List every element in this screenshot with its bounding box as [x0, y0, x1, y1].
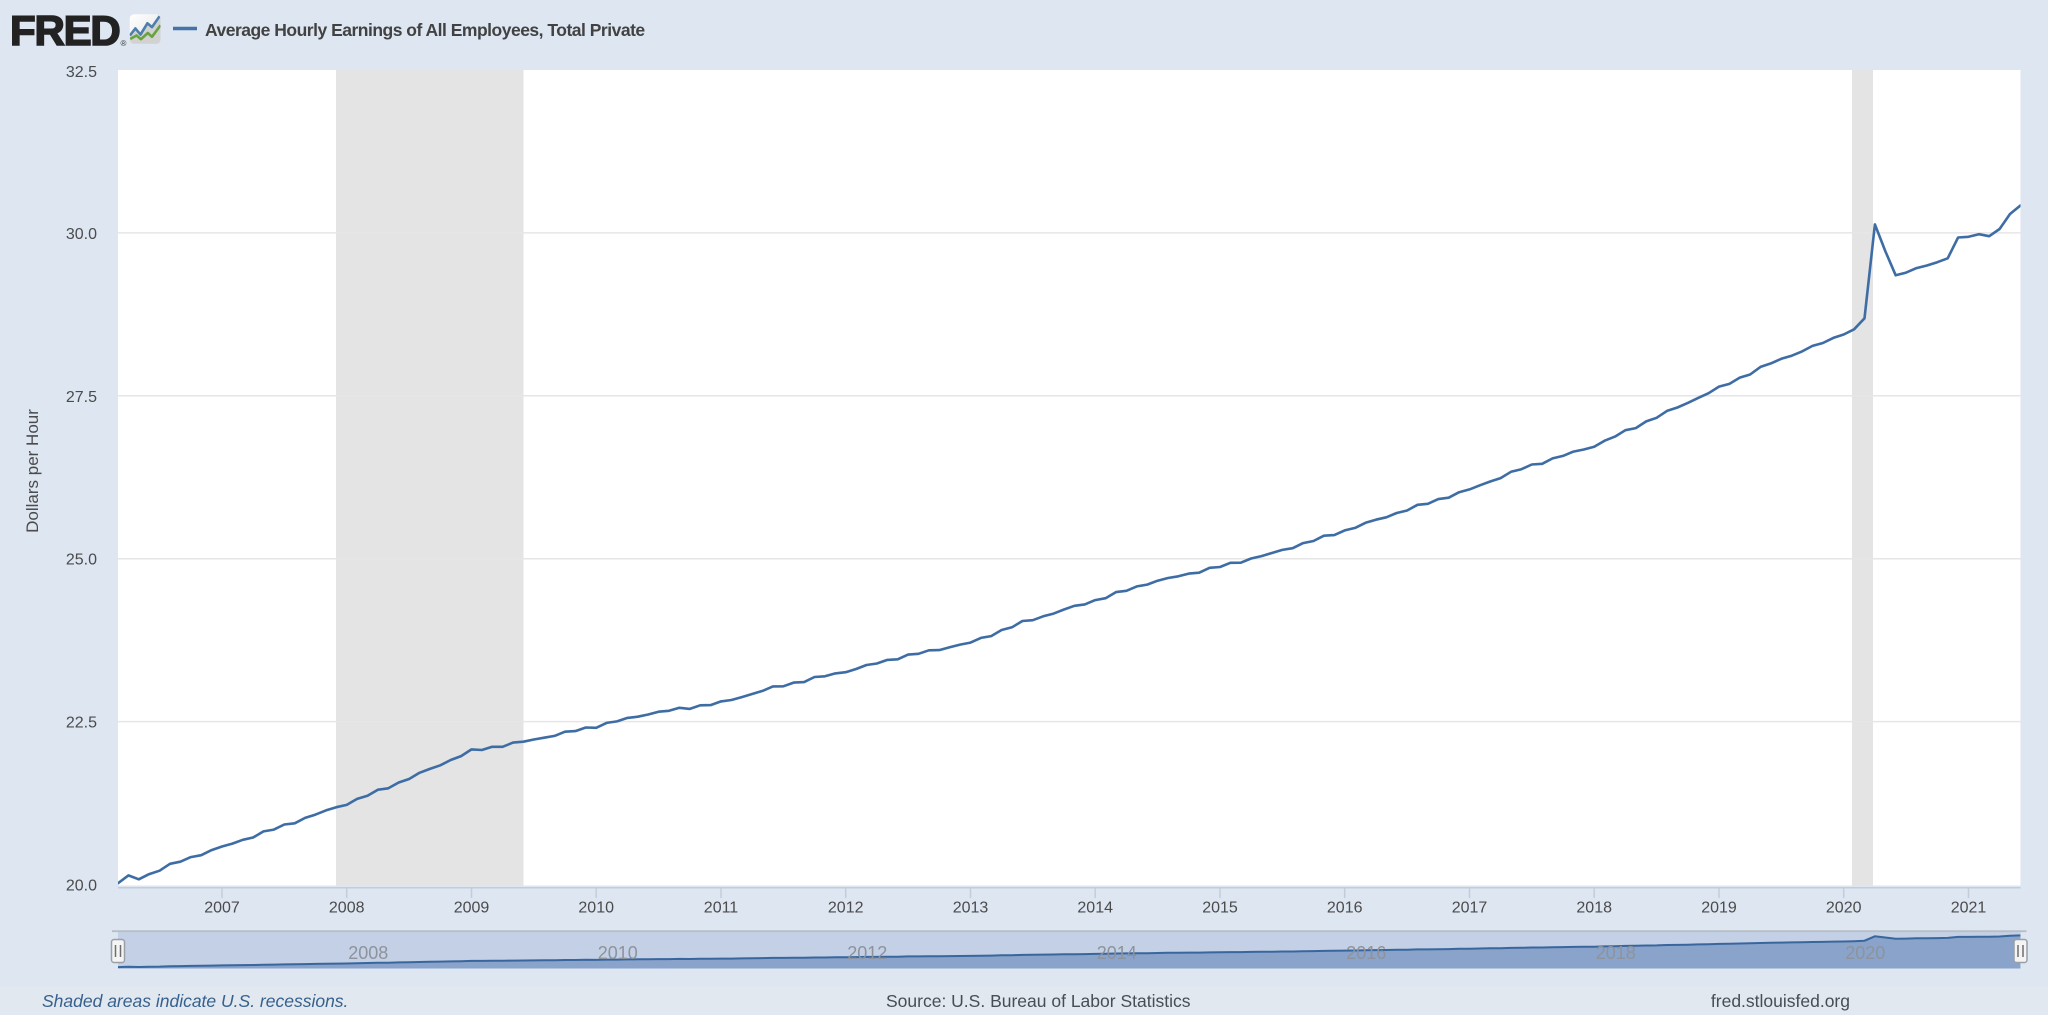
svg-text:32.5: 32.5 [66, 64, 97, 81]
svg-text:2012: 2012 [847, 943, 887, 963]
svg-text:2011: 2011 [704, 900, 739, 917]
svg-text:2016: 2016 [1346, 943, 1386, 963]
svg-text:2018: 2018 [1596, 943, 1636, 963]
svg-text:Shaded areas indicate U.S. rec: Shaded areas indicate U.S. recessions. [42, 991, 348, 1011]
svg-text:2010: 2010 [598, 943, 638, 963]
svg-text:2012: 2012 [828, 900, 864, 917]
svg-text:2013: 2013 [953, 900, 989, 917]
svg-text:2014: 2014 [1097, 943, 1137, 963]
svg-text:®: ® [121, 39, 127, 48]
svg-text:30.0: 30.0 [66, 226, 97, 243]
svg-text:Dollars per Hour: Dollars per Hour [23, 409, 42, 533]
svg-text:2007: 2007 [204, 900, 240, 917]
svg-text:2021: 2021 [1951, 900, 1987, 917]
svg-text:2008: 2008 [348, 943, 388, 963]
svg-text:2014: 2014 [1077, 900, 1113, 917]
svg-text:2016: 2016 [1327, 900, 1363, 917]
svg-text:FRED: FRED [10, 7, 120, 54]
svg-text:2010: 2010 [578, 900, 614, 917]
svg-text:2008: 2008 [329, 900, 365, 917]
svg-text:Average Hourly Earnings of All: Average Hourly Earnings of All Employees… [205, 20, 645, 40]
svg-text:2017: 2017 [1452, 900, 1488, 917]
svg-text:22.5: 22.5 [66, 715, 97, 732]
svg-text:Source: U.S. Bureau of Labor S: Source: U.S. Bureau of Labor Statistics [886, 991, 1191, 1011]
svg-text:2019: 2019 [1701, 900, 1737, 917]
svg-text:2020: 2020 [1826, 900, 1862, 917]
svg-text:25.0: 25.0 [66, 552, 97, 569]
svg-text:fred.stlouisfed.org: fred.stlouisfed.org [1711, 991, 1850, 1011]
svg-text:27.5: 27.5 [66, 389, 97, 406]
svg-text:2018: 2018 [1576, 900, 1612, 917]
svg-text:2009: 2009 [454, 900, 490, 917]
svg-text:2020: 2020 [1845, 943, 1885, 963]
svg-text:2015: 2015 [1202, 900, 1238, 917]
svg-text:20.0: 20.0 [66, 878, 97, 895]
